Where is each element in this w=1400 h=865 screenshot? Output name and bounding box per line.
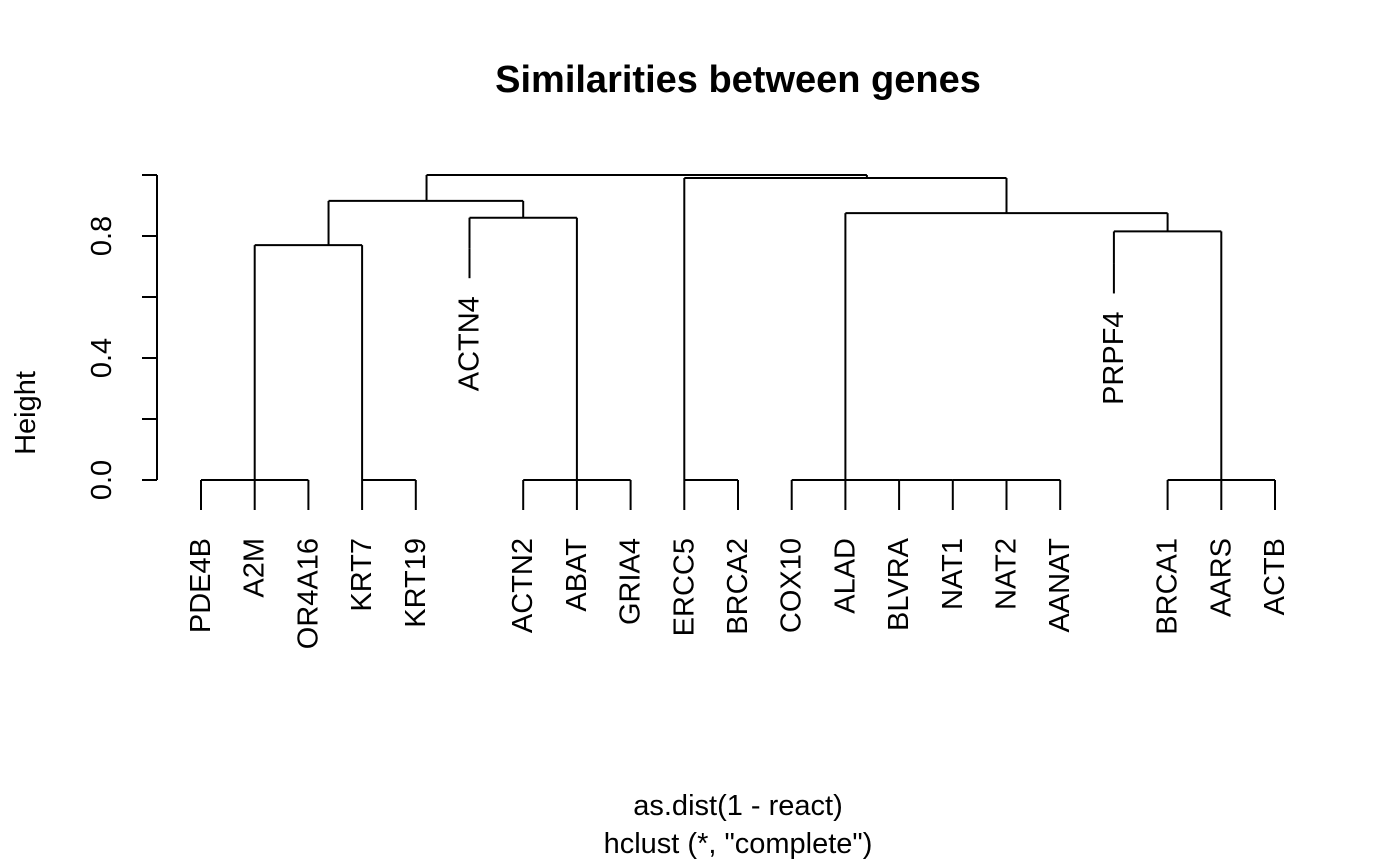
y-axis: 0.0 0.4 0.8 xyxy=(86,174,158,500)
leaf-nat1: NAT1 xyxy=(937,480,969,610)
leaf-label: AARS xyxy=(1205,538,1237,617)
leaf-labels: PDE4B A2M OR4A16 KRT7 KRT19 ACTN4 ACTN2 ABAT GRI… xyxy=(185,248,1291,649)
method-label: hclust (*, "complete") xyxy=(604,828,873,860)
leaf-label: KRT7 xyxy=(346,538,378,612)
leaf-label: BRCA1 xyxy=(1152,538,1184,635)
merge-18 xyxy=(683,177,1008,480)
y-tick-label: 0.8 xyxy=(86,216,118,256)
leaf-label: GRIA4 xyxy=(615,538,647,625)
leaf-label: KRT19 xyxy=(400,538,432,628)
y-axis-label: Height xyxy=(10,371,42,455)
leaf-brca2: BRCA2 xyxy=(722,480,754,635)
leaf-label: ERCC5 xyxy=(668,538,700,636)
leaf-label: BLVRA xyxy=(883,537,915,631)
leaf-label: BRCA2 xyxy=(722,538,754,635)
leaf-label: ACTN2 xyxy=(507,538,539,633)
leaf-nat2: NAT2 xyxy=(991,480,1023,610)
leaf-label: PDE4B xyxy=(185,538,217,633)
leaf-brca1: BRCA1 xyxy=(1152,480,1184,635)
leaf-blvra: BLVRA xyxy=(883,480,915,631)
y-tick-label: 0.4 xyxy=(86,338,118,378)
leaf-ercc5: ERCC5 xyxy=(668,480,700,636)
leaf-label: ACTN4 xyxy=(454,296,486,391)
leaf-label: ALAD xyxy=(829,538,861,614)
leaf-actn2: ACTN2 xyxy=(507,480,539,633)
leaf-or4a16: OR4A16 xyxy=(292,480,324,649)
leaf-label: A2M xyxy=(239,538,271,598)
leaf-label: NAT1 xyxy=(937,538,969,610)
leaf-label: PRPF4 xyxy=(1098,311,1130,404)
leaf-krt19: KRT19 xyxy=(400,480,432,628)
leaf-actn4: ACTN4 xyxy=(454,248,486,391)
leaf-cox10: COX10 xyxy=(776,480,808,633)
leaf-abat: ABAT xyxy=(561,480,593,612)
merge-7 xyxy=(327,199,525,246)
merge-3 xyxy=(253,244,364,480)
merge-19 xyxy=(425,174,868,201)
leaf-krt7: KRT7 xyxy=(346,480,378,612)
leaf-actb: ACTB xyxy=(1259,480,1291,615)
dendrogram-tree xyxy=(201,174,1275,481)
x-axis-label: as.dist(1 - react) xyxy=(633,790,843,822)
leaf-a2m: A2M xyxy=(239,480,271,598)
leaf-label: ACTB xyxy=(1259,538,1291,615)
leaf-label: NAT2 xyxy=(991,538,1023,610)
leaf-label: AANAT xyxy=(1044,538,1076,633)
merge-6 xyxy=(468,216,578,480)
leaf-prpf4: PRPF4 xyxy=(1098,263,1130,405)
chart-title: Similarities between genes xyxy=(495,59,981,101)
leaf-gria4: GRIA4 xyxy=(615,480,647,625)
merge-16 xyxy=(1112,230,1223,480)
leaf-label: ABAT xyxy=(561,538,593,612)
leaf-pde4b: PDE4B xyxy=(185,480,217,633)
leaf-label: OR4A16 xyxy=(292,538,324,649)
y-tick-label: 0.0 xyxy=(86,460,118,500)
leaf-label: COX10 xyxy=(776,538,808,633)
leaf-alad: ALAD xyxy=(829,480,861,614)
leaf-aars: AARS xyxy=(1205,480,1237,617)
leaf-aanat: AANAT xyxy=(1044,480,1076,633)
